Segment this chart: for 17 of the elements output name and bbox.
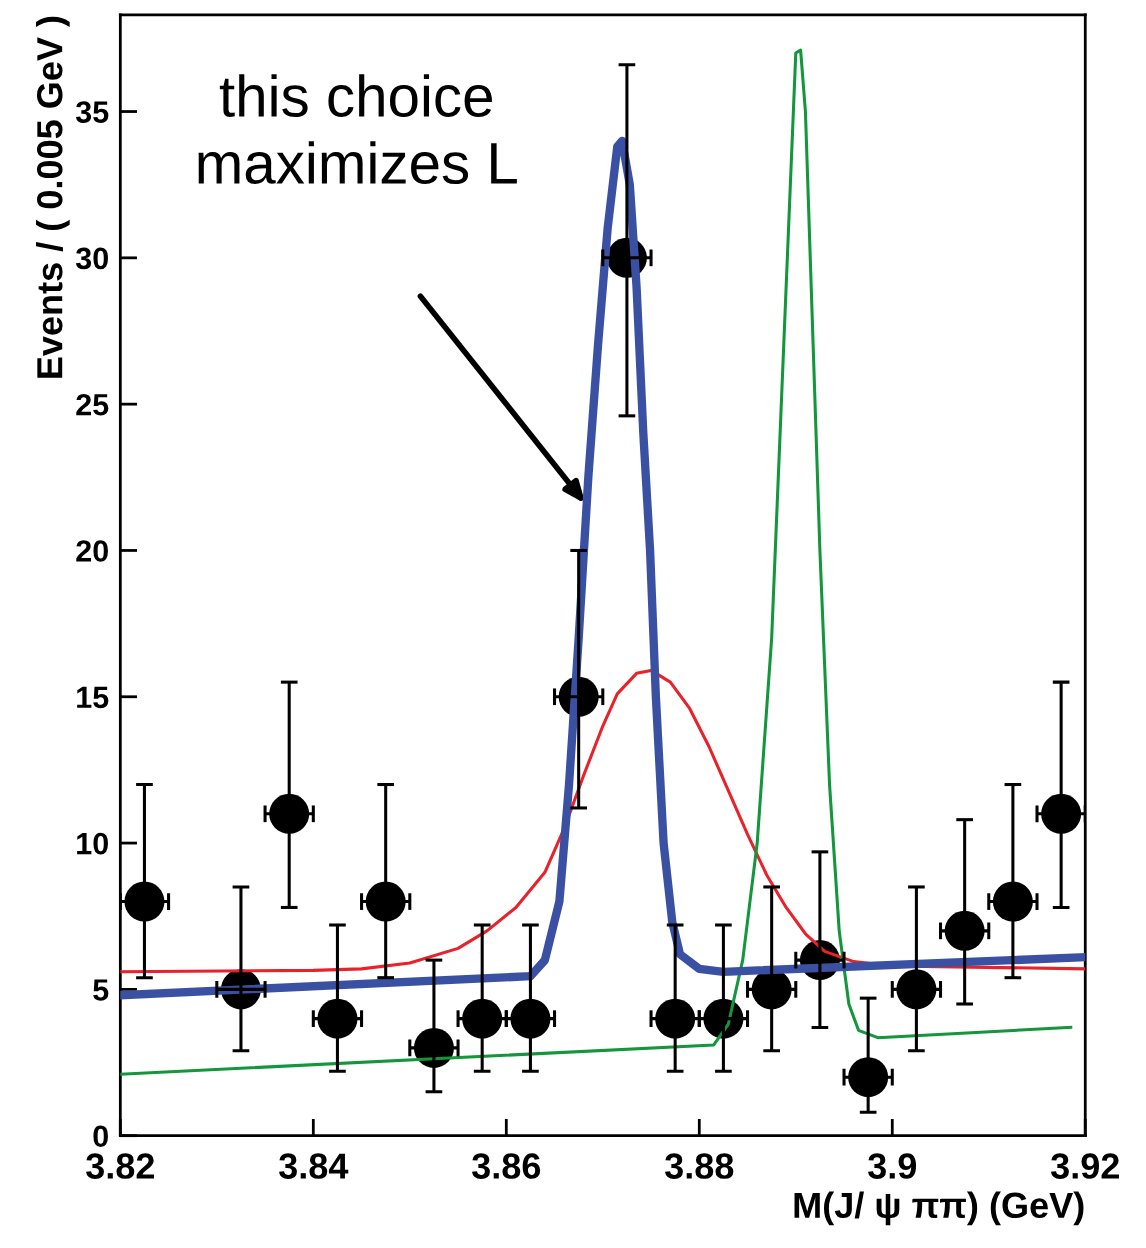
x-axis-title: M(J/ ψ ππ) (GeV) <box>794 1191 1084 1226</box>
y-tick-label: 10 <box>77 832 108 855</box>
y-tick-label: 25 <box>76 393 109 416</box>
x-tick-label: 3.86 <box>471 1153 541 1179</box>
x-tick-label: 3.92 <box>1050 1153 1119 1179</box>
annotation: this choice maximizes L <box>198 74 517 185</box>
x-tick-label: 3.88 <box>664 1153 734 1179</box>
y-tick-label: 15 <box>77 686 109 709</box>
x-tick-label: 3.84 <box>279 1153 349 1179</box>
y-axis-title: Events / ( 0.005 GeV ) <box>36 16 70 378</box>
y-tick-label: 35 <box>75 101 109 123</box>
y-tick-label: 30 <box>75 247 108 270</box>
x-tick-label: 3.82 <box>86 1153 155 1179</box>
y-tick-label: 20 <box>76 540 108 562</box>
x-tick-label: 3.9 <box>868 1153 917 1179</box>
y-tick-label: 0 <box>93 1125 108 1148</box>
y-tick-label: 5 <box>93 979 109 1001</box>
